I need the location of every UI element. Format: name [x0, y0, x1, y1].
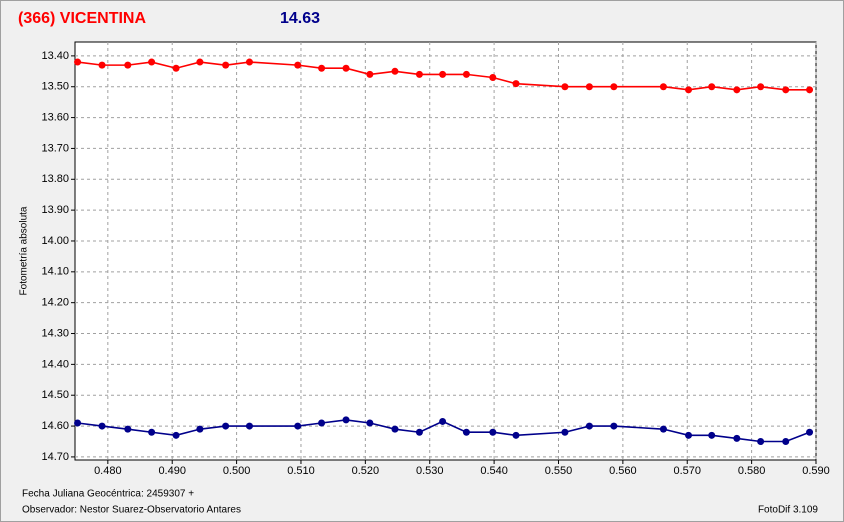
data-point: [585, 83, 593, 91]
data-point: [124, 425, 132, 433]
data-point: [98, 61, 106, 69]
x-tick-label: 0.510: [287, 465, 315, 477]
data-point: [172, 64, 180, 72]
data-point: [685, 431, 693, 439]
y-tick-label: 13.70: [41, 142, 69, 154]
y-tick-label: 14.10: [41, 266, 69, 278]
x-tick-label: 0.570: [673, 465, 701, 477]
data-point: [708, 83, 716, 91]
data-point: [782, 86, 790, 94]
x-tick-label: 0.540: [480, 465, 508, 477]
data-point: [659, 425, 667, 433]
data-point: [366, 70, 374, 78]
data-point: [610, 83, 618, 91]
y-tick-label: 14.00: [41, 235, 69, 247]
chart-title: (366) VICENTINA: [18, 10, 146, 27]
data-point: [733, 434, 741, 442]
data-point: [415, 70, 423, 78]
data-point: [196, 58, 204, 66]
data-point: [148, 58, 156, 66]
data-point: [124, 61, 132, 69]
data-point: [685, 86, 693, 94]
y-axis-label: Fotometría absoluta: [19, 206, 30, 295]
y-tick-label: 14.40: [41, 358, 69, 370]
software-label: FotoDif 3.109: [758, 505, 818, 516]
data-point: [366, 419, 374, 427]
data-point: [512, 431, 520, 439]
data-point: [318, 419, 326, 427]
x-tick-label: 0.580: [738, 465, 766, 477]
data-point: [659, 83, 667, 91]
series-line: [77, 61, 810, 91]
data-point: [561, 83, 569, 91]
data-point: [757, 83, 765, 91]
data-point: [318, 64, 326, 72]
data-point: [391, 67, 399, 75]
data-point: [733, 86, 741, 94]
data-point: [415, 428, 423, 436]
data-point: [245, 422, 253, 430]
data-point: [512, 80, 520, 88]
series-line: [77, 419, 810, 443]
x-tick-label: 0.490: [158, 465, 186, 477]
data-point: [222, 61, 230, 69]
data-point: [74, 58, 82, 66]
plot-area: [74, 41, 817, 461]
y-tick-label: 13.80: [41, 173, 69, 185]
y-tick-label: 14.70: [41, 451, 69, 463]
x-tick-label: 0.480: [94, 465, 122, 477]
data-point: [439, 70, 447, 78]
y-tick-label: 14.60: [41, 420, 69, 432]
footer-date: Fecha Juliana Geocéntrica: 2459307 +: [22, 489, 194, 500]
data-point: [782, 437, 790, 445]
data-point: [196, 425, 204, 433]
y-tick-label: 13.40: [41, 50, 69, 62]
y-tick-label: 14.30: [41, 327, 69, 339]
data-point: [610, 422, 618, 430]
data-point: [561, 428, 569, 436]
data-point: [222, 422, 230, 430]
data-point: [172, 431, 180, 439]
data-point: [391, 425, 399, 433]
data-point: [74, 419, 82, 427]
data-point: [294, 422, 302, 430]
x-tick-label: 0.500: [223, 465, 251, 477]
y-tick-label: 14.20: [41, 297, 69, 309]
data-point: [708, 431, 716, 439]
x-tick-label: 0.520: [352, 465, 380, 477]
data-point: [806, 86, 814, 94]
data-point: [342, 64, 350, 72]
y-tick-label: 13.90: [41, 204, 69, 216]
data-point: [806, 428, 814, 436]
y-tick-label: 13.60: [41, 111, 69, 123]
data-point: [489, 73, 497, 81]
y-tick-label: 13.50: [41, 81, 69, 93]
x-tick-label: 0.560: [609, 465, 637, 477]
x-tick-label: 0.530: [416, 465, 444, 477]
data-point: [342, 416, 350, 424]
data-point: [489, 428, 497, 436]
data-point: [439, 417, 447, 425]
footer-observer: Observador: Nestor Suarez-Observatorio A…: [22, 505, 241, 516]
data-point: [245, 58, 253, 66]
data-point: [757, 437, 765, 445]
data-point: [98, 422, 106, 430]
x-tick-label: 0.590: [802, 465, 830, 477]
data-point: [294, 61, 302, 69]
magnitude-label: 14.63: [280, 10, 320, 27]
data-point: [462, 428, 470, 436]
x-tick-label: 0.550: [545, 465, 573, 477]
data-point: [585, 422, 593, 430]
data-point: [148, 428, 156, 436]
y-tick-label: 14.50: [41, 389, 69, 401]
data-point: [462, 70, 470, 78]
